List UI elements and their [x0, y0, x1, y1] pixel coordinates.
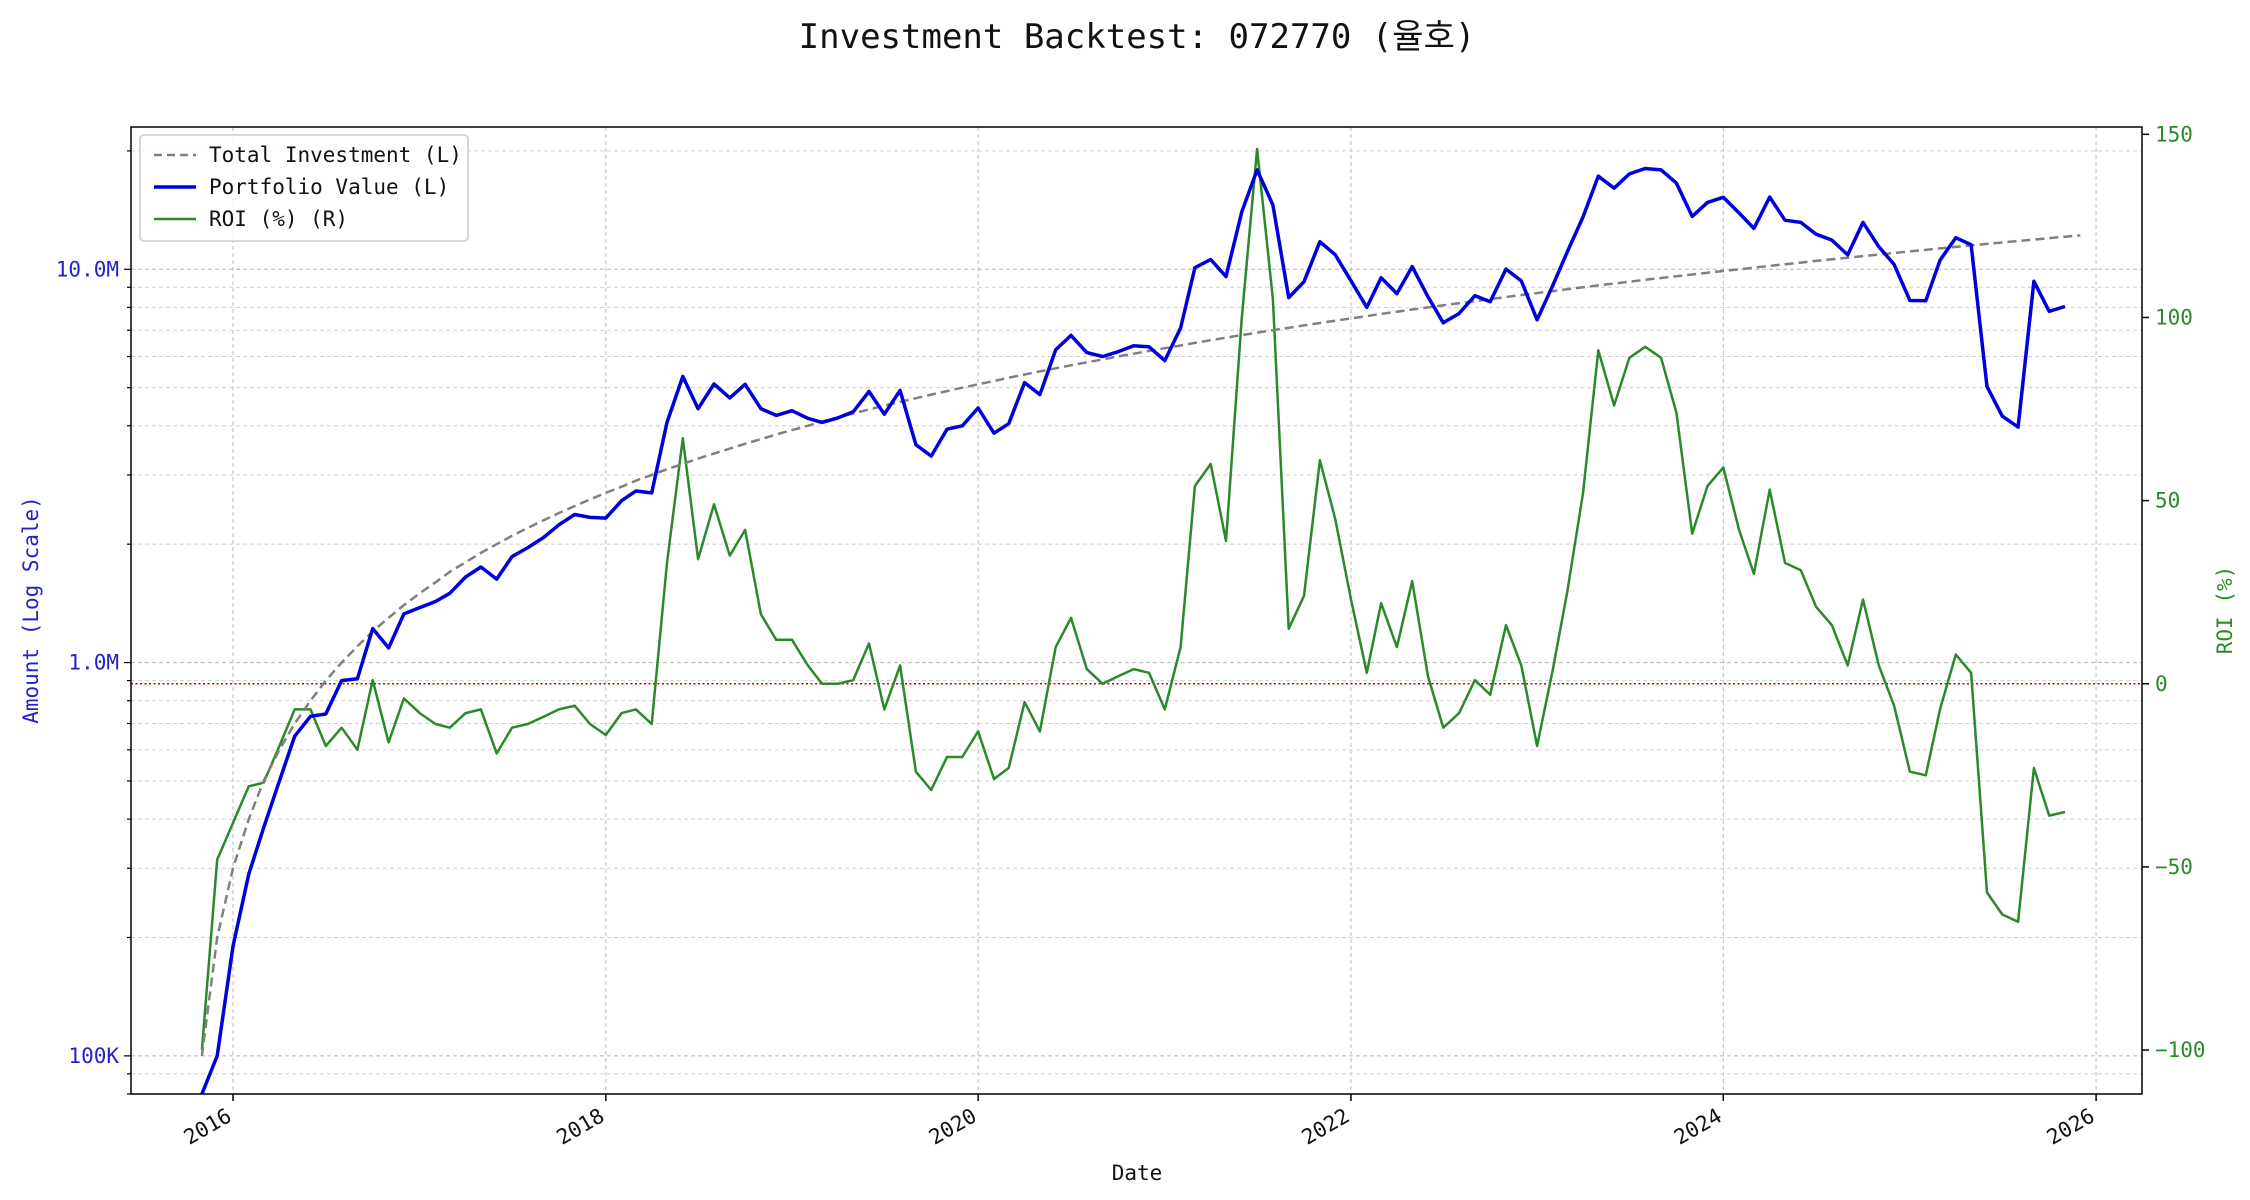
- y-right-tick-label: 150: [2155, 122, 2193, 146]
- x-axis-label: Date: [1112, 1161, 1163, 1185]
- y-left-tick-label: 1.0M: [68, 651, 119, 675]
- legend-label-portfolio-value: Portfolio Value (L): [209, 175, 449, 199]
- y-right-tick-label: 50: [2155, 489, 2180, 513]
- legend: Total Investment (L) Portfolio Value (L)…: [139, 134, 469, 242]
- grid-layer: [131, 127, 2142, 1095]
- left-axis-label: Amount (Log Scale): [19, 496, 43, 724]
- legend-box: [139, 134, 469, 242]
- y-right-tick-label: −100: [2155, 1038, 2206, 1062]
- legend-label-total-investment: Total Investment (L): [209, 143, 462, 167]
- right-axis-label: ROI (%): [2213, 566, 2237, 655]
- series-portfolio-value: [200, 166, 2066, 1095]
- chart-title: Investment Backtest: 072770 (율호): [799, 17, 1476, 57]
- series-total-investment: [200, 234, 2081, 1057]
- y-left-tick-label: 10.0M: [56, 257, 119, 281]
- plot-area-frame: [130, 126, 2143, 1095]
- y-right-tick-label: 0: [2155, 672, 2168, 696]
- y-left-tick-label: 100K: [68, 1044, 119, 1068]
- series-roi: [200, 147, 2066, 1051]
- series-layer: [200, 147, 2081, 1095]
- y-right-tick-label: −50: [2155, 855, 2193, 879]
- legend-label-roi: ROI (%) (R): [209, 207, 348, 231]
- y-right-tick-label: 100: [2155, 305, 2193, 329]
